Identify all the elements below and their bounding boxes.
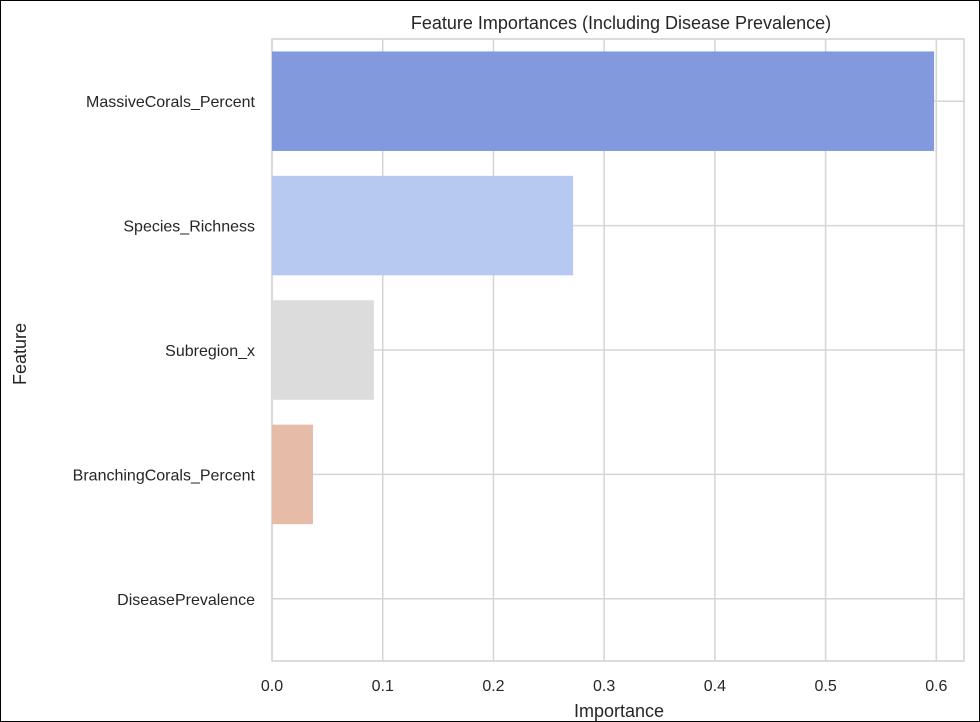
x-axis-label: Importance <box>574 701 664 721</box>
bars <box>272 51 935 525</box>
x-tick-label: 0.4 <box>704 678 726 695</box>
x-tick-label: 0.6 <box>925 678 947 695</box>
y-tick-label: Species_Richness <box>123 219 255 236</box>
bar-branchingcorals-percent <box>272 424 313 525</box>
y-axis-label: Feature <box>10 323 30 385</box>
y-tick-label: Subregion_x <box>165 343 255 360</box>
y-tick-label: MassiveCorals_Percent <box>86 94 256 111</box>
x-tick-label: 0.0 <box>261 678 283 695</box>
y-tick-label: DiseasePrevalence <box>117 592 255 609</box>
bar-subregion-x <box>272 300 374 400</box>
bar-massivecorals-percent <box>272 51 935 151</box>
x-tick-label: 0.5 <box>814 678 836 695</box>
bar-species-richness <box>272 175 574 276</box>
x-tick-label: 0.1 <box>372 678 394 695</box>
x-tick-labels: 0.0 0.1 0.2 0.3 0.4 0.5 0.6 <box>261 678 948 695</box>
x-tick-label: 0.3 <box>593 678 615 695</box>
y-tick-labels: MassiveCorals_Percent Species_Richness Sub… <box>73 94 256 609</box>
chart-title: Feature Importances (Including Disease P… <box>411 13 831 33</box>
x-tick-label: 0.2 <box>482 678 504 695</box>
y-tick-label: BranchingCorals_Percent <box>73 467 256 484</box>
